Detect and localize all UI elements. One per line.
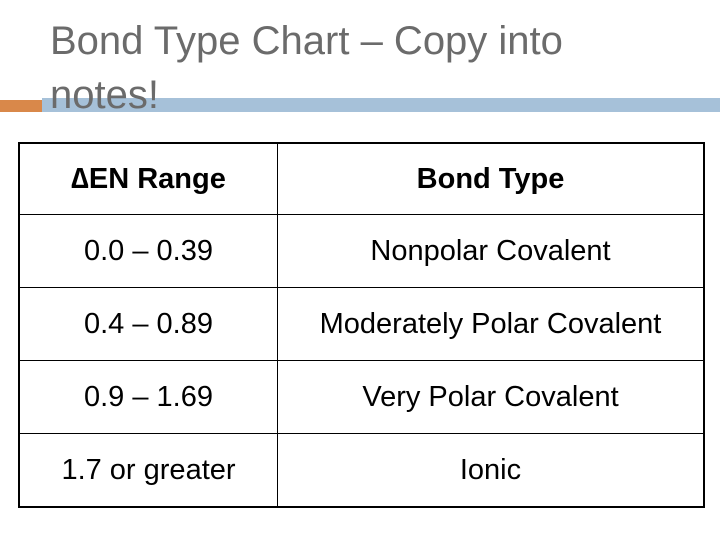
table-cell: Nonpolar Covalent bbox=[277, 214, 705, 288]
title: Bond Type Chart – Copy into notes! bbox=[50, 19, 563, 117]
table-cell: Bond Type bbox=[277, 142, 705, 215]
table-row: 0.9 – 1.69 Very Polar Covalent bbox=[18, 360, 705, 434]
table-cell: 0.4 – 0.89 bbox=[18, 287, 278, 361]
table-cell: ∆EN Range bbox=[18, 142, 278, 215]
table-row: ∆EN Range Bond Type bbox=[18, 142, 705, 215]
accent-bar bbox=[0, 100, 42, 112]
table-cell: 0.9 – 1.69 bbox=[18, 360, 278, 434]
table-cell: 0.0 – 0.39 bbox=[18, 214, 278, 288]
table-cell: 1.7 or greater bbox=[18, 433, 278, 508]
table-row: 1.7 or greater Ionic bbox=[18, 433, 705, 508]
table-cell: Very Polar Covalent bbox=[277, 360, 705, 434]
table-cell: Ionic bbox=[277, 433, 705, 508]
accent-bar bbox=[42, 98, 720, 112]
bond-table: ∆EN Range Bond Type 0.0 – 0.39 Nonpolar Cov… bbox=[18, 142, 705, 508]
table-row: 0.4 – 0.89 Moderately Polar Covalent bbox=[18, 287, 705, 361]
table-cell: Moderately Polar Covalent bbox=[277, 287, 705, 361]
table-row: 0.0 – 0.39 Nonpolar Covalent bbox=[18, 214, 705, 288]
